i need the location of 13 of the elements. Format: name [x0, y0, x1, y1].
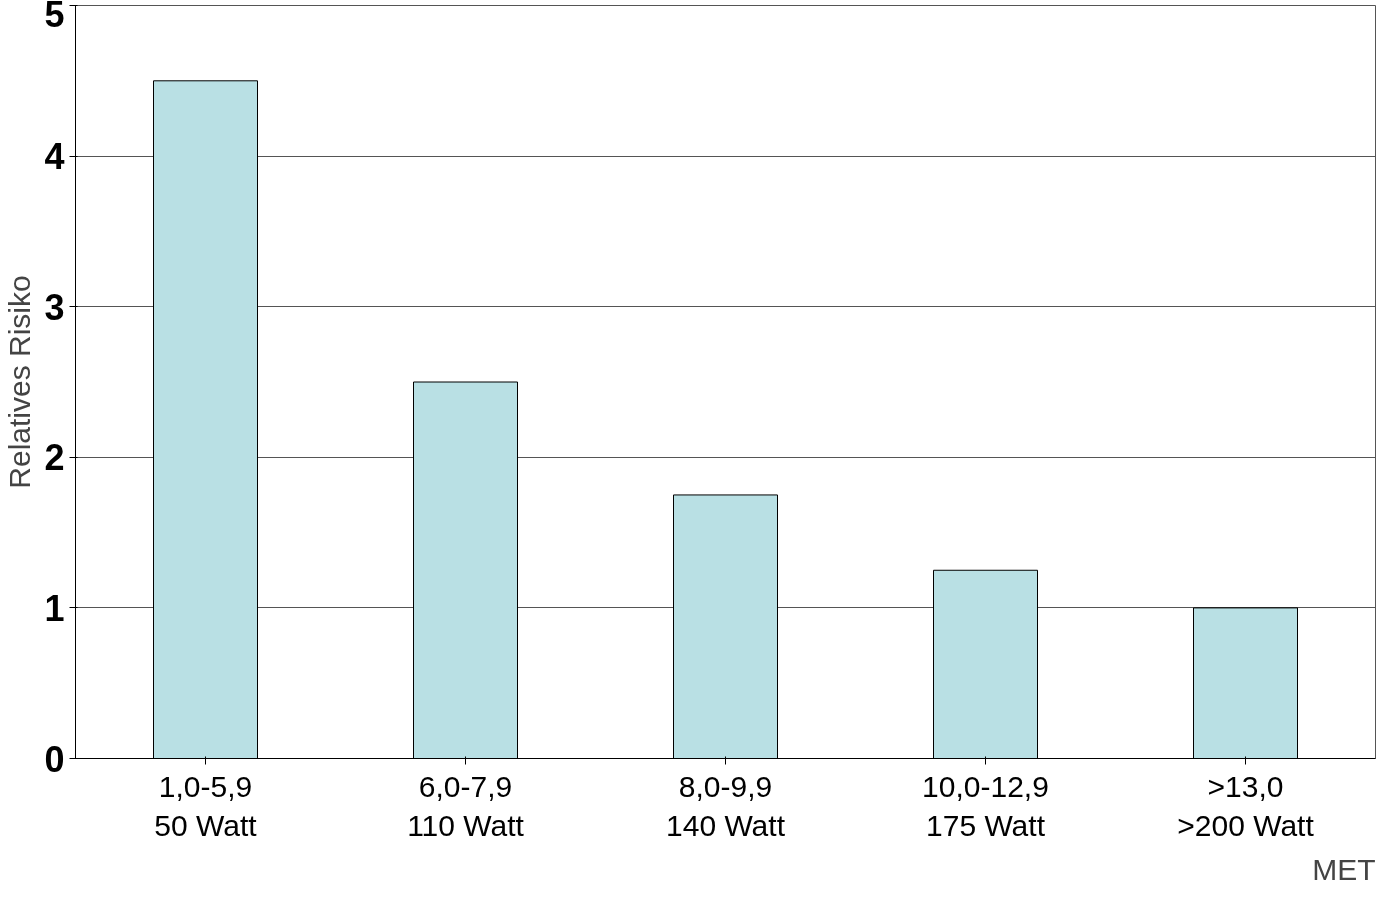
x-tick-label: 6,0-7,9 110 Watt [407, 769, 525, 843]
y-tick-label: 5 [44, 0, 65, 35]
y-tick-label: 0 [44, 738, 65, 780]
y-axis-title: Relatives Risiko [3, 275, 37, 489]
y-tick-label: 3 [44, 286, 65, 328]
y-tick-label: 4 [44, 136, 65, 178]
x-tick-label: 8,0-9,9 140 Watt [666, 769, 786, 843]
x-tick-label: >13,0 >200 Watt [1177, 769, 1315, 843]
y-tick-label: 2 [44, 437, 65, 479]
x-tick-label: 10,0-12,9 175 Watt [922, 769, 1049, 843]
x-axis-title: MET [1312, 852, 1376, 886]
x-tick-label: 1,0-5,9 50 Watt [154, 769, 258, 843]
y-tick-label: 1 [44, 587, 65, 629]
